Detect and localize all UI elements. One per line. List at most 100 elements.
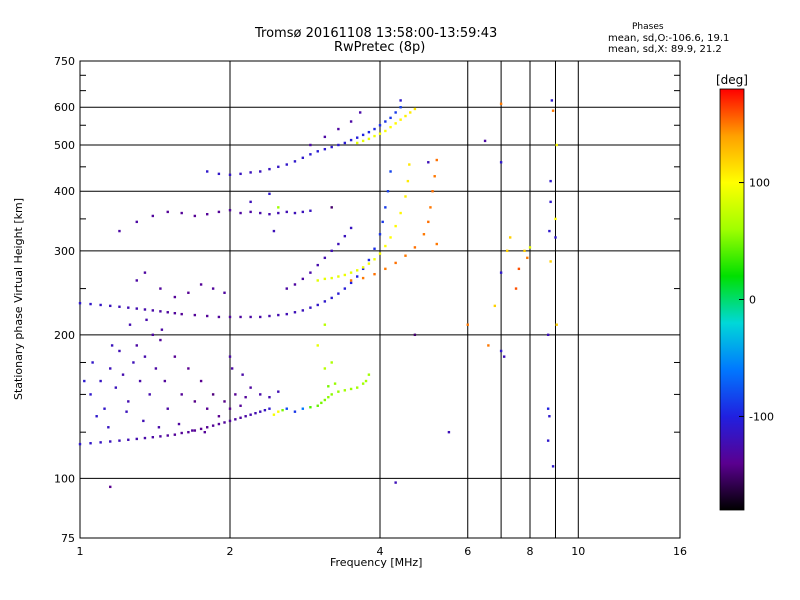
data-point-scattered (249, 200, 252, 204)
data-point-es (228, 407, 232, 410)
data-point-f (384, 244, 387, 248)
data-point-scattered (508, 236, 512, 239)
data-point-f (173, 295, 177, 299)
data-point-e (234, 418, 237, 421)
data-point-f (127, 306, 130, 309)
data-point-f (330, 276, 333, 280)
phases-x-mode-stats: mean, sd,X: 89.9, 21.2 (608, 44, 722, 55)
phases-heading: Phases (632, 22, 664, 32)
data-point-f (180, 211, 183, 215)
data-point-scattered (523, 249, 526, 253)
data-point-f (199, 283, 203, 286)
data-point-scattered (502, 355, 506, 358)
data-point-f (404, 254, 407, 257)
data-point-f-upper (367, 137, 371, 141)
data-point-f (135, 307, 138, 310)
data-point-f (301, 309, 305, 312)
data-point-f (228, 208, 232, 212)
colorbar-tick-label: -100 (749, 410, 774, 423)
data-point-e (361, 382, 365, 385)
x-tick-label: 2 (227, 545, 234, 558)
data-point-es (109, 367, 112, 370)
data-point-f (135, 220, 138, 224)
data-point-e (239, 416, 242, 419)
data-point-scattered (330, 206, 333, 209)
data-point-f (180, 312, 183, 316)
data-point-f (187, 291, 190, 294)
data-point-f (99, 303, 102, 307)
data-point-f (109, 304, 112, 308)
data-point-scattered (228, 355, 232, 358)
y-tick-label: 500 (54, 139, 75, 152)
y-tick-label: 200 (54, 329, 75, 342)
y-tick-label: 100 (54, 472, 75, 485)
data-point-f (433, 175, 436, 178)
data-point-f-upper (384, 129, 387, 133)
data-point-e (364, 379, 368, 383)
data-point-f (361, 276, 365, 280)
data-point-es (132, 361, 135, 364)
data-point-es (191, 429, 194, 432)
data-point-scattered (555, 323, 558, 326)
data-point-scattered (272, 229, 276, 233)
data-point-es (177, 422, 181, 426)
data-point-f (143, 271, 147, 274)
data-point-f (89, 302, 92, 306)
data-point-f-upper (309, 153, 312, 156)
data-point-f (389, 170, 392, 173)
data-point-scattered (499, 271, 503, 274)
data-point-f (355, 275, 359, 278)
data-point-e (272, 413, 276, 416)
data-point-es (223, 400, 226, 403)
data-point-f (349, 279, 353, 282)
data-point-f (217, 315, 221, 319)
data-point-es (127, 400, 130, 403)
data-point-e (337, 390, 340, 393)
data-point-e (263, 408, 267, 412)
data-point-f-upper (361, 139, 365, 143)
x-tick-label: 1 (77, 545, 84, 558)
data-point-f (228, 315, 232, 319)
data-point-f (343, 234, 347, 238)
data-point-f (259, 315, 262, 319)
data-point-e (277, 410, 280, 413)
data-point-scattered (505, 249, 509, 253)
data-point-f (394, 224, 397, 228)
data-point-es (128, 323, 132, 326)
data-point-f (323, 300, 327, 303)
data-point-f-upper (323, 135, 327, 139)
data-point-scattered (277, 206, 280, 209)
data-point-f (361, 266, 365, 269)
data-point-f-upper (355, 141, 359, 145)
data-point-e (320, 401, 323, 405)
data-point-f-upper (367, 130, 371, 134)
colorbar-tick-label: 100 (749, 177, 770, 190)
data-point-f-upper (349, 120, 353, 123)
data-point-e (118, 439, 121, 442)
data-point-e (143, 436, 147, 440)
data-point-scattered (554, 217, 557, 221)
data-point-f (217, 210, 221, 214)
data-point-f (349, 281, 353, 285)
data-point-es (114, 386, 118, 389)
data-point-f (378, 252, 382, 255)
data-point-es (145, 318, 148, 322)
data-point-f (394, 261, 397, 265)
data-point-f-upper (259, 170, 262, 173)
data-point-es (241, 373, 244, 376)
y-tick-label: 400 (54, 185, 75, 198)
data-point-e (330, 393, 333, 396)
data-point-e (180, 431, 183, 435)
y-tick-label: 75 (61, 532, 75, 545)
data-point-scattered (551, 109, 555, 112)
data-point-f (268, 314, 271, 318)
data-point-scattered (514, 287, 518, 290)
data-point-e (166, 434, 169, 437)
data-point-e (259, 410, 262, 413)
data-point-f-upper (343, 141, 347, 145)
data-point-es (163, 379, 167, 383)
data-point-f (330, 296, 333, 300)
data-point-f (316, 279, 319, 282)
data-point-e (151, 436, 155, 439)
data-point-f (330, 249, 333, 253)
